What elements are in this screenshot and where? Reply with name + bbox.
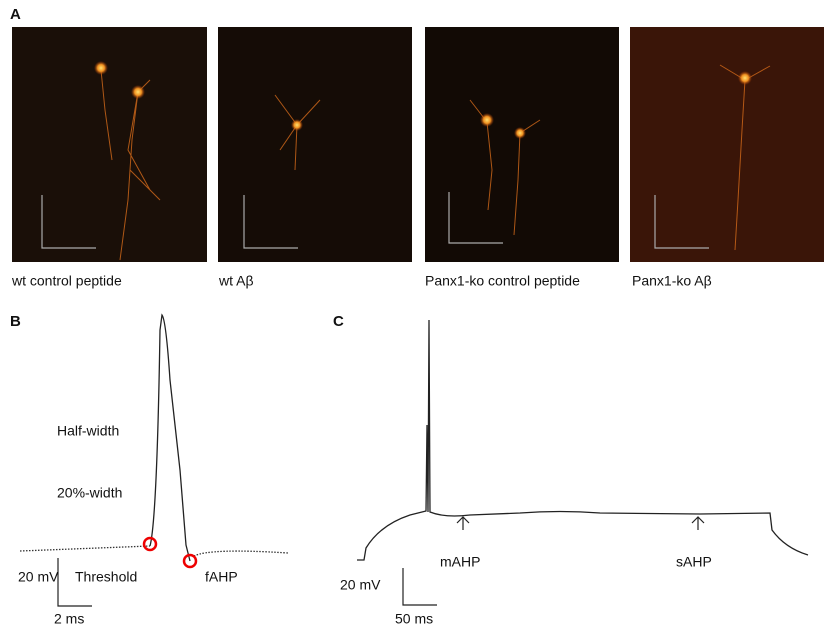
annotation: Half-width [57, 423, 119, 439]
annotation: Threshold [75, 569, 137, 585]
panel-label: B [10, 313, 21, 330]
marker [182, 553, 198, 569]
scale-label: 20 mV [18, 569, 59, 585]
trace [193, 550, 289, 557]
annotation: 20%-width [57, 485, 122, 501]
scale-label: 20 mV [340, 577, 381, 593]
caption: wt control peptide [11, 273, 122, 289]
caption: Panx1-ko control peptide [425, 273, 580, 289]
scale-bar [57, 558, 92, 607]
scale-label: 2 ms [54, 611, 84, 627]
panel-label: A [10, 6, 21, 23]
scale-bar [402, 568, 437, 606]
trace [19, 545, 151, 552]
annotation: sAHP [676, 554, 712, 570]
arrow [456, 516, 705, 530]
marker [142, 536, 158, 552]
micrograph [218, 27, 412, 262]
caption: Panx1-ko Aβ [632, 273, 712, 289]
micrograph [12, 27, 207, 262]
panel-label: C [333, 313, 344, 330]
scale-label: 50 ms [395, 611, 433, 627]
micrograph [630, 27, 824, 262]
caption: wt Aβ [218, 273, 254, 289]
micrograph [425, 27, 619, 262]
annotation: mAHP [440, 554, 480, 570]
annotation: fAHP [205, 569, 238, 585]
trace [149, 313, 191, 562]
trace [357, 319, 809, 561]
